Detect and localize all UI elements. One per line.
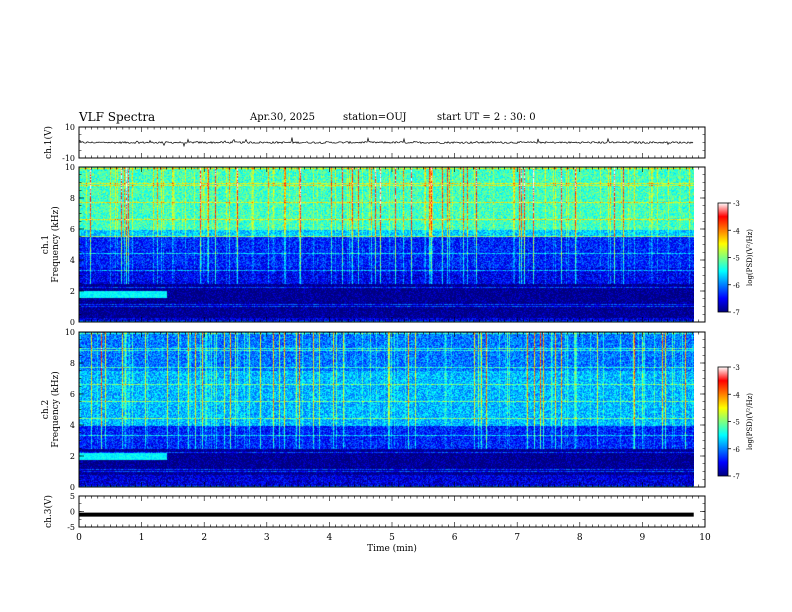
x-tick-label: 1 — [139, 533, 145, 543]
colorbar-tick-label: -6 — [733, 446, 740, 454]
y-axis-label: ch.2Frequency (kHz) — [41, 371, 61, 448]
colorbar-tick-label: -4 — [733, 227, 740, 235]
colorbar-tick-label: -6 — [733, 282, 740, 290]
y-tick-label: 10 — [65, 163, 75, 172]
y-tick-label: 2 — [70, 452, 75, 461]
y-axis-label: ch.3(V) — [43, 495, 54, 528]
y-tick-label: 4 — [70, 421, 75, 430]
y-tick-label: 10 — [65, 123, 75, 132]
x-tick-label: 0 — [76, 533, 82, 543]
colorbar-tick-label: -7 — [733, 473, 740, 481]
colorbar-tick-label: -5 — [733, 255, 740, 263]
colorbar-ch1 — [717, 202, 729, 313]
y-tick-label: 8 — [70, 359, 75, 368]
start-time-label: start UT = 2 : 30: 0 — [437, 112, 536, 123]
y-tick-label: 6 — [70, 390, 75, 399]
colorbar-label: log(PSD)(V²/Hz) — [746, 229, 754, 286]
y-tick-label: 8 — [70, 194, 75, 203]
x-tick-label: 7 — [514, 533, 520, 543]
ch1-waveform-line — [78, 136, 694, 148]
date-label: Apr.30, 2025 — [250, 112, 316, 123]
station-label: station=OUJ — [343, 112, 407, 123]
x-tick-label: 6 — [452, 533, 458, 543]
colorbar-tick-label: -3 — [733, 200, 740, 208]
colorbar-tick-label: -5 — [733, 419, 740, 427]
x-tick-label: 10 — [699, 533, 711, 543]
y-tick-label: 5 — [70, 492, 75, 501]
spectrogram-ch1 — [79, 167, 694, 322]
colorbar-tick-label: -4 — [733, 391, 740, 399]
colorbar-label: log(PSD)(V²/Hz) — [746, 393, 754, 450]
y-tick-label: 0 — [70, 483, 75, 492]
y-axis-label: ch.1(V) — [43, 126, 54, 159]
x-tick-label: 8 — [577, 533, 583, 543]
x-tick-label: 3 — [264, 533, 270, 543]
x-tick-label: 5 — [389, 533, 395, 543]
colorbar-tick-label: -7 — [733, 309, 740, 317]
colorbar-tick-label: -3 — [733, 364, 740, 372]
spectrogram-ch2 — [79, 332, 694, 487]
y-tick-label: -5 — [67, 523, 75, 532]
y-axis-label: ch.1Frequency (kHz) — [41, 206, 61, 283]
y-tick-label: 4 — [70, 256, 75, 265]
x-tick-label: 2 — [201, 533, 207, 543]
x-tick-label: 9 — [640, 533, 646, 543]
y-tick-label: 0 — [70, 508, 75, 517]
y-tick-label: 10 — [65, 328, 75, 337]
colorbar-ch2 — [717, 366, 729, 477]
y-tick-label: -10 — [62, 154, 75, 163]
figure-title: VLF Spectra — [79, 110, 156, 124]
x-tick-label: 4 — [327, 533, 333, 543]
y-tick-label: 6 — [70, 225, 75, 234]
y-tick-label: 0 — [70, 318, 75, 327]
y-tick-label: 2 — [70, 287, 75, 296]
x-axis-label: Time (min) — [367, 543, 417, 554]
